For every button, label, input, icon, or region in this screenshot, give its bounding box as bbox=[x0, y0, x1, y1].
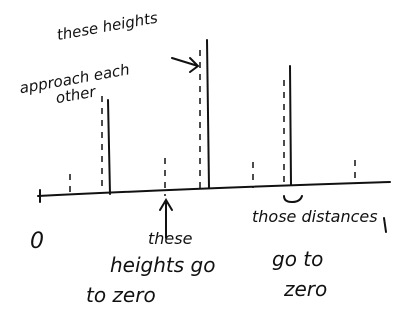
stroke bbox=[384, 218, 386, 232]
note-line: these heights bbox=[55, 9, 159, 44]
note: these heightsapproach eachother bbox=[10, 9, 170, 114]
spike bbox=[108, 100, 110, 194]
origin-label: 0 bbox=[30, 229, 44, 254]
note-line: zero bbox=[283, 277, 327, 301]
sketch: 0 these heightsapproach eachother these h… bbox=[0, 0, 396, 322]
note-line: go to bbox=[272, 247, 323, 271]
bracket bbox=[284, 196, 302, 202]
note: those distances go to zero bbox=[252, 207, 378, 301]
note: these heights go to zero bbox=[86, 229, 215, 307]
note-line: heights go bbox=[110, 253, 215, 277]
axis bbox=[38, 182, 390, 196]
note-line: to zero bbox=[86, 283, 156, 307]
arrow bbox=[172, 58, 198, 72]
spike bbox=[290, 66, 291, 185]
note-line: these bbox=[148, 229, 193, 248]
spike bbox=[207, 40, 209, 188]
note-line: those distances bbox=[252, 207, 378, 226]
